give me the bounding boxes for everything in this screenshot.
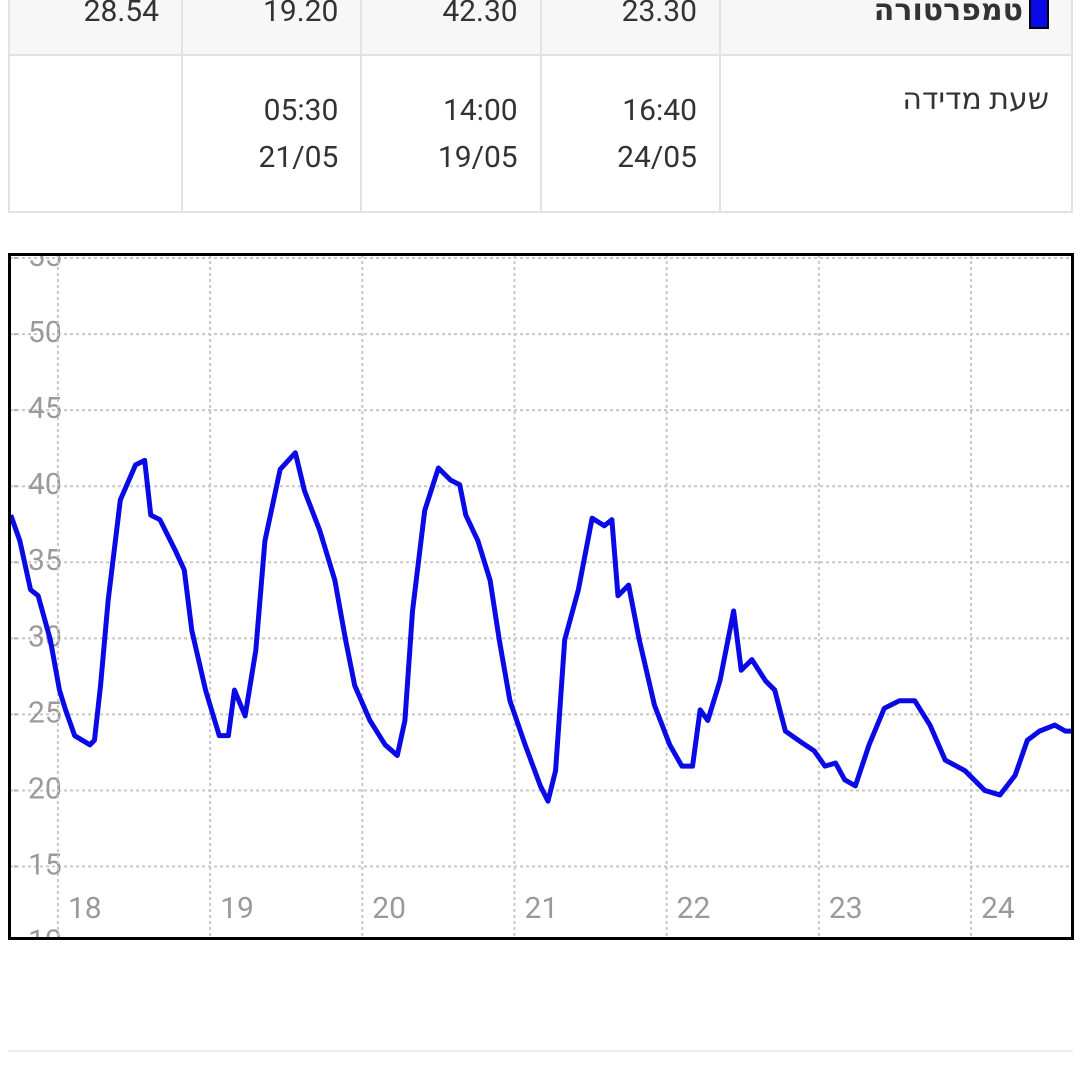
- x-tick-label: 22: [677, 891, 711, 926]
- y-tick-label: 15: [28, 847, 62, 882]
- legend-swatch: [1029, 0, 1049, 30]
- date: 19/05: [437, 139, 518, 175]
- row-label: טמפרטורה: [873, 0, 1023, 28]
- stats-table: טמפרטורה 23.30 42.30 19.20 28.54 שעת מדי…: [7, 0, 1073, 213]
- y-tick-label: 10: [28, 923, 62, 958]
- cell: 05:30 21/05: [181, 54, 363, 213]
- time: 16:40: [622, 92, 697, 128]
- x-tick-label: 23: [829, 891, 863, 926]
- y-tick-label: 45: [28, 391, 62, 426]
- date: 24/05: [617, 139, 697, 175]
- time: 05:30: [263, 92, 339, 128]
- row-label: שעת מדידה: [719, 54, 1073, 213]
- cell: 28.54: [7, 0, 184, 56]
- x-tick-label: 20: [372, 891, 406, 926]
- cell: 19.20: [181, 0, 363, 56]
- cell: 16:40 24/05: [539, 54, 722, 213]
- y-tick-label: 35: [28, 543, 62, 578]
- cell: 42.30: [360, 0, 542, 56]
- y-tick-label: 55: [28, 239, 62, 274]
- cell: 23.30: [539, 0, 722, 56]
- separator: [8, 1050, 1073, 1052]
- y-tick-label: 50: [28, 315, 62, 350]
- y-tick-label: 20: [28, 771, 62, 806]
- y-tick-label: 25: [28, 695, 62, 730]
- chart-frame: [8, 253, 1074, 940]
- x-tick-label: 18: [68, 891, 102, 926]
- cell: 14:00 19/05: [360, 54, 542, 213]
- cell: [7, 54, 184, 213]
- x-tick-label: 24: [981, 891, 1015, 926]
- table-row: שעת מדידה 16:40 24/05 14:00 19/05 05:30 21/…: [7, 54, 1073, 213]
- time: 14:00: [442, 92, 518, 128]
- table-row: טמפרטורה 23.30 42.30 19.20 28.54: [7, 0, 1073, 56]
- y-tick-label: 40: [28, 467, 62, 502]
- x-tick-label: 21: [524, 891, 558, 926]
- data-line: [8, 450, 1073, 804]
- row-label-cell: טמפרטורה: [719, 0, 1073, 56]
- x-tick-label: 19: [220, 891, 254, 926]
- date: 21/05: [258, 139, 339, 175]
